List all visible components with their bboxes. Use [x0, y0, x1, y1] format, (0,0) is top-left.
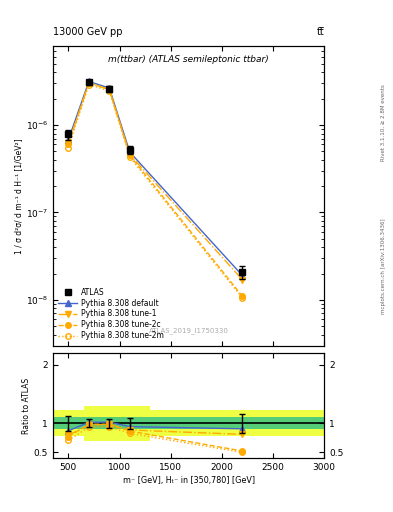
Text: 13000 GeV pp: 13000 GeV pp [53, 27, 123, 37]
Text: ATLAS_2019_I1750330: ATLAS_2019_I1750330 [149, 327, 229, 334]
Text: m(ttbar) (ATLAS semileptonic ttbar): m(ttbar) (ATLAS semileptonic ttbar) [108, 55, 269, 64]
Text: Rivet 3.1.10, ≥ 2.8M events: Rivet 3.1.10, ≥ 2.8M events [381, 84, 386, 161]
Legend: ATLAS, Pythia 8.308 default, Pythia 8.308 tune-1, Pythia 8.308 tune-2c, Pythia 8: ATLAS, Pythia 8.308 default, Pythia 8.30… [57, 286, 165, 342]
Y-axis label: Ratio to ATLAS: Ratio to ATLAS [22, 378, 31, 434]
Bar [150, 411, 324, 436]
Y-axis label: 1 / σ d²σ/ d m⁻¹ d H⁻¹ [1/GeV²]: 1 / σ d²σ/ d m⁻¹ d H⁻¹ [1/GeV²] [14, 138, 23, 253]
Bar [53, 411, 84, 436]
Text: tt̅: tt̅ [316, 27, 324, 37]
Bar [84, 417, 150, 429]
Bar [53, 417, 84, 429]
Bar [84, 406, 150, 441]
Text: mcplots.cern.ch [arXiv:1306.3436]: mcplots.cern.ch [arXiv:1306.3436] [381, 219, 386, 314]
X-axis label: m⁻ [GeV], Hₜ⁻ in [350,780] [GeV]: m⁻ [GeV], Hₜ⁻ in [350,780] [GeV] [123, 476, 255, 485]
Bar [150, 417, 324, 429]
